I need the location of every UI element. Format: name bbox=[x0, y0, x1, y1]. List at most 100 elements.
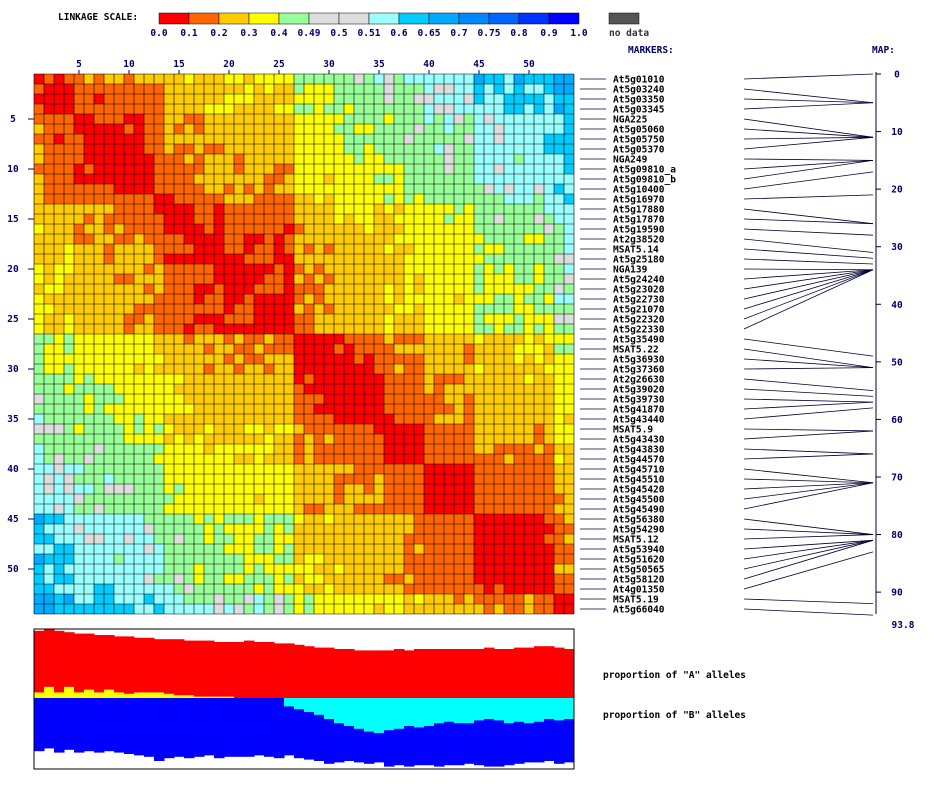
heatmap-cell bbox=[484, 474, 494, 484]
heatmap-cell bbox=[284, 464, 294, 474]
heatmap-cell bbox=[84, 454, 94, 464]
marker-label: At5g16970 bbox=[613, 195, 665, 206]
heatmap-cell bbox=[284, 204, 294, 214]
heatmap-cell bbox=[374, 604, 384, 614]
heatmap-cell bbox=[244, 494, 254, 504]
heatmap-cell bbox=[144, 74, 154, 84]
heatmap-cell bbox=[274, 184, 284, 194]
heatmap-cell bbox=[344, 504, 354, 514]
heatmap-cell bbox=[324, 234, 334, 244]
heatmap-cell bbox=[494, 514, 504, 524]
heatmap-cell bbox=[144, 354, 154, 364]
heatmap-cell bbox=[424, 194, 434, 204]
heatmap-cell bbox=[134, 564, 144, 574]
heatmap-cell bbox=[74, 94, 84, 104]
heatmap-cell bbox=[164, 434, 174, 444]
heatmap-cell bbox=[554, 464, 564, 474]
heatmap-cell bbox=[134, 84, 144, 94]
heatmap-cell bbox=[524, 264, 534, 274]
a-allele-bar bbox=[184, 640, 195, 698]
heatmap-cell bbox=[484, 274, 494, 284]
heatmap-cell bbox=[134, 204, 144, 214]
heatmap-cell bbox=[424, 514, 434, 524]
no-data-swatch bbox=[608, 12, 640, 25]
heatmap-cell bbox=[244, 514, 254, 524]
heatmap-cell bbox=[394, 364, 404, 374]
heatmap-cell bbox=[104, 484, 114, 494]
heatmap-cell bbox=[304, 124, 314, 134]
a-allele-bar bbox=[534, 646, 545, 698]
heatmap-cell bbox=[504, 414, 514, 424]
heatmap-cell bbox=[404, 314, 414, 324]
a-allele-bar bbox=[254, 642, 265, 698]
heatmap-cell bbox=[134, 514, 144, 524]
heatmap-cell bbox=[454, 284, 464, 294]
heatmap-cell bbox=[204, 474, 214, 484]
heatmap-cell bbox=[564, 434, 574, 444]
heatmap-cell bbox=[454, 364, 464, 374]
heatmap-cell bbox=[514, 374, 524, 384]
heatmap-cell bbox=[384, 244, 394, 254]
heatmap-cell bbox=[534, 264, 544, 274]
heatmap-cell bbox=[414, 184, 424, 194]
heatmap-cell bbox=[324, 514, 334, 524]
a-allele-bar bbox=[244, 640, 255, 698]
marker-label: At5g54290 bbox=[613, 525, 665, 536]
heatmap-cell bbox=[234, 194, 244, 204]
heatmap-cell bbox=[414, 534, 424, 544]
heatmap-cell bbox=[134, 334, 144, 344]
heatmap-cell bbox=[284, 494, 294, 504]
heatmap-cell bbox=[374, 434, 384, 444]
het-a-bar bbox=[144, 692, 155, 698]
heatmap-cell bbox=[274, 434, 284, 444]
heatmap-cell bbox=[544, 144, 554, 154]
heatmap-cell bbox=[84, 574, 94, 584]
heatmap-cell bbox=[524, 174, 534, 184]
heatmap-cell bbox=[94, 594, 104, 604]
heatmap-cell bbox=[34, 454, 44, 464]
heatmap-cell bbox=[154, 374, 164, 384]
heatmap-cell bbox=[454, 184, 464, 194]
heatmap-cell bbox=[94, 214, 104, 224]
a-allele-bar bbox=[514, 647, 525, 698]
heatmap-cell bbox=[434, 184, 444, 194]
heatmap-cell bbox=[434, 224, 444, 234]
heatmap-cell bbox=[514, 584, 524, 594]
heatmap-cell bbox=[294, 184, 304, 194]
heatmap-cell bbox=[564, 444, 574, 454]
heatmap-cell bbox=[174, 544, 184, 554]
heatmap-cell bbox=[174, 184, 184, 194]
heatmap-cell bbox=[504, 264, 514, 274]
heatmap-cell bbox=[524, 524, 534, 534]
heatmap-cell bbox=[524, 574, 534, 584]
heatmap-cell bbox=[74, 254, 84, 264]
heatmap-cell bbox=[504, 374, 514, 384]
heatmap-cell bbox=[214, 524, 224, 534]
heatmap-cell bbox=[464, 314, 474, 324]
heatmap-cell bbox=[564, 364, 574, 374]
heatmap-cell bbox=[564, 154, 574, 164]
b-allele-bar bbox=[254, 698, 265, 756]
heatmap-cell bbox=[114, 194, 124, 204]
heatmap-cell bbox=[374, 584, 384, 594]
heatmap-cell bbox=[434, 324, 444, 334]
heatmap-cell bbox=[254, 464, 264, 474]
heatmap-cell bbox=[84, 194, 94, 204]
heatmap-cell bbox=[384, 194, 394, 204]
heatmap-cell bbox=[304, 354, 314, 364]
heatmap-cell bbox=[314, 404, 324, 414]
map-tick-label: 30 bbox=[891, 242, 903, 253]
heatmap-cell bbox=[534, 134, 544, 144]
heatmap-cell bbox=[364, 524, 374, 534]
heatmap-cell bbox=[374, 364, 384, 374]
heatmap-cell bbox=[194, 424, 204, 434]
heatmap-cell bbox=[524, 164, 534, 174]
heatmap-cell bbox=[454, 434, 464, 444]
heatmap-cell bbox=[64, 604, 74, 614]
heatmap-cell bbox=[484, 284, 494, 294]
heatmap-cell bbox=[164, 324, 174, 334]
heatmap-cell bbox=[564, 564, 574, 574]
heatmap-cell bbox=[414, 304, 424, 314]
heatmap-cell bbox=[154, 204, 164, 214]
b-allele-bar bbox=[284, 698, 295, 756]
